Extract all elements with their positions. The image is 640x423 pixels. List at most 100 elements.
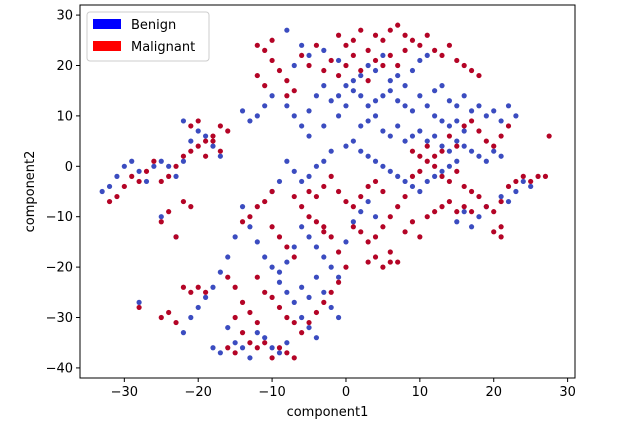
data-point-benign	[313, 93, 320, 99]
data-point-malignant	[432, 163, 438, 169]
data-point-benign	[299, 123, 305, 129]
data-point-malignant	[335, 279, 342, 285]
data-point-benign	[461, 143, 467, 149]
data-point-malignant	[468, 67, 475, 74]
plot-frame	[79, 4, 576, 379]
data-point-benign	[291, 299, 297, 305]
data-point-malignant	[106, 198, 113, 205]
data-point-benign	[217, 350, 223, 356]
data-point-malignant	[372, 254, 379, 260]
data-point-benign	[232, 234, 238, 240]
data-point-benign	[417, 128, 423, 134]
data-point-benign	[395, 123, 401, 129]
data-point-malignant	[417, 234, 423, 240]
data-point-benign	[476, 214, 482, 220]
data-point-malignant	[313, 219, 320, 225]
data-point-benign	[372, 67, 379, 74]
data-point-malignant	[350, 204, 356, 210]
data-point-malignant	[491, 143, 497, 149]
data-point-malignant	[262, 198, 268, 205]
data-point-benign	[284, 158, 290, 164]
data-point-malignant	[180, 153, 187, 159]
data-point-malignant	[380, 37, 386, 43]
data-point-malignant	[380, 264, 386, 270]
data-point-benign	[306, 294, 312, 300]
data-point-benign	[454, 158, 460, 164]
data-point-benign	[195, 128, 201, 134]
data-point-benign	[476, 103, 482, 109]
data-point-malignant	[476, 72, 482, 79]
data-point-benign	[269, 264, 275, 270]
data-point-malignant	[158, 314, 164, 321]
data-point-malignant	[454, 143, 460, 149]
data-point-malignant	[254, 345, 260, 351]
data-point-malignant	[535, 173, 541, 179]
data-point-benign	[291, 113, 297, 119]
data-point-benign	[247, 355, 253, 361]
data-point-malignant	[439, 173, 445, 179]
data-point-malignant	[291, 254, 297, 260]
data-point-malignant	[387, 259, 393, 265]
data-point-benign	[335, 314, 342, 321]
data-point-malignant	[239, 219, 246, 225]
data-point-benign	[225, 324, 231, 331]
data-point-malignant	[483, 138, 489, 144]
data-point-malignant	[210, 133, 216, 139]
data-point-malignant	[217, 123, 223, 129]
data-point-malignant	[195, 143, 201, 149]
data-point-malignant	[350, 37, 356, 43]
data-point-malignant	[262, 289, 268, 295]
data-point-malignant	[121, 183, 127, 190]
data-point-malignant	[136, 178, 142, 185]
data-point-malignant	[328, 57, 334, 64]
data-point-malignant	[424, 32, 430, 38]
data-point-malignant	[350, 52, 356, 59]
data-point-benign	[432, 133, 438, 139]
data-point-benign	[358, 209, 364, 215]
data-point-malignant	[387, 52, 393, 59]
data-point-malignant	[328, 289, 334, 295]
data-point-malignant	[269, 224, 275, 230]
data-point-malignant	[424, 143, 430, 149]
data-point-benign	[114, 173, 120, 179]
data-point-malignant	[439, 204, 445, 210]
y-tick-label: 10	[56, 109, 73, 124]
data-point-malignant	[461, 204, 467, 210]
data-point-malignant	[291, 88, 297, 94]
y-tick-label: −30	[46, 311, 73, 326]
data-point-malignant	[461, 123, 467, 129]
data-point-malignant	[158, 178, 164, 185]
data-point-benign	[491, 148, 497, 154]
data-point-benign	[217, 269, 223, 275]
data-point-malignant	[136, 304, 142, 311]
data-point-malignant	[262, 83, 268, 89]
data-point-benign	[358, 148, 364, 154]
data-point-benign	[291, 62, 297, 69]
data-point-benign	[395, 72, 401, 79]
data-point-malignant	[402, 229, 408, 235]
data-point-malignant	[483, 204, 489, 210]
data-point-benign	[505, 103, 512, 109]
x-tick-label: 0	[342, 385, 350, 400]
data-point-malignant	[417, 42, 423, 48]
data-point-benign	[210, 284, 216, 290]
data-point-benign	[454, 138, 460, 144]
data-point-malignant	[313, 309, 320, 316]
data-point-malignant	[114, 193, 120, 200]
data-point-benign	[454, 103, 460, 109]
data-point-benign	[402, 178, 408, 185]
data-point-benign	[513, 188, 519, 195]
data-point-benign	[432, 113, 438, 119]
data-point-benign	[299, 42, 305, 48]
data-point-benign	[262, 335, 268, 341]
data-point-benign	[276, 279, 283, 285]
data-point-malignant	[254, 72, 260, 79]
data-point-malignant	[225, 345, 231, 351]
x-tick-label: −30	[111, 385, 138, 400]
data-point-malignant	[195, 118, 201, 124]
data-point-benign	[291, 168, 297, 174]
data-point-benign	[365, 198, 371, 205]
data-point-benign	[239, 345, 246, 351]
data-point-malignant	[254, 319, 260, 326]
